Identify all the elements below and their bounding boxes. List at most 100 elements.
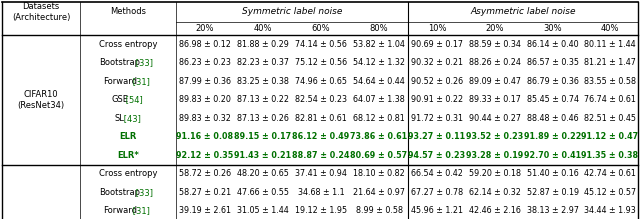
Text: 82.51 ± 0.45: 82.51 ± 0.45 — [584, 114, 636, 123]
Text: 89.83 ± 0.20: 89.83 ± 0.20 — [179, 95, 231, 104]
Text: 83.55 ± 0.58: 83.55 ± 0.58 — [584, 77, 636, 86]
Text: 34.44 ± 1.93: 34.44 ± 1.93 — [584, 206, 636, 215]
Text: CIFAR10
(ResNet34): CIFAR10 (ResNet34) — [17, 90, 65, 110]
Text: ELR*: ELR* — [117, 151, 139, 160]
Text: 67.27 ± 0.78: 67.27 ± 0.78 — [411, 188, 463, 197]
Text: 82.81 ± 0.61: 82.81 ± 0.61 — [295, 114, 347, 123]
Text: 51.40 ± 0.16: 51.40 ± 0.16 — [527, 169, 579, 178]
Text: [54]: [54] — [123, 95, 143, 104]
Text: Cross entropy: Cross entropy — [99, 169, 157, 178]
Text: [33]: [33] — [133, 58, 153, 67]
Text: 64.07 ± 1.38: 64.07 ± 1.38 — [353, 95, 405, 104]
Text: 73.86 ± 0.61: 73.86 ± 0.61 — [351, 132, 408, 141]
Text: 31.05 ± 1.44: 31.05 ± 1.44 — [237, 206, 289, 215]
Text: Cross entropy: Cross entropy — [99, 40, 157, 49]
Text: 86.79 ± 0.36: 86.79 ± 0.36 — [527, 77, 579, 86]
Text: 76.74 ± 0.61: 76.74 ± 0.61 — [584, 95, 636, 104]
Text: 90.91 ± 0.22: 90.91 ± 0.22 — [411, 95, 463, 104]
Text: 88.26 ± 0.24: 88.26 ± 0.24 — [469, 58, 521, 67]
Text: 45.12 ± 0.57: 45.12 ± 0.57 — [584, 188, 636, 197]
Text: 86.23 ± 0.23: 86.23 ± 0.23 — [179, 58, 231, 67]
Text: 88.48 ± 0.46: 88.48 ± 0.46 — [527, 114, 579, 123]
Text: 42.74 ± 0.61: 42.74 ± 0.61 — [584, 169, 636, 178]
Text: 54.12 ± 1.32: 54.12 ± 1.32 — [353, 58, 405, 67]
Text: 20%: 20% — [486, 24, 504, 33]
Text: 93.28 ± 0.19: 93.28 ± 0.19 — [467, 151, 524, 160]
Text: 52.87 ± 0.19: 52.87 ± 0.19 — [527, 188, 579, 197]
Text: [43]: [43] — [122, 114, 141, 123]
Text: 68.12 ± 0.81: 68.12 ± 0.81 — [353, 114, 405, 123]
Text: 91.43 ± 0.21: 91.43 ± 0.21 — [234, 151, 292, 160]
Text: 37.41 ± 0.94: 37.41 ± 0.94 — [295, 169, 347, 178]
Text: 60%: 60% — [312, 24, 330, 33]
Text: 90.52 ± 0.26: 90.52 ± 0.26 — [411, 77, 463, 86]
Text: 62.14 ± 0.32: 62.14 ± 0.32 — [469, 188, 521, 197]
Text: 92.70 ± 0.41: 92.70 ± 0.41 — [524, 151, 582, 160]
Text: 91.72 ± 0.31: 91.72 ± 0.31 — [411, 114, 463, 123]
Text: 59.20 ± 0.18: 59.20 ± 0.18 — [469, 169, 521, 178]
Text: 87.13 ± 0.26: 87.13 ± 0.26 — [237, 114, 289, 123]
Text: 47.66 ± 0.55: 47.66 ± 0.55 — [237, 188, 289, 197]
Text: 89.09 ± 0.47: 89.09 ± 0.47 — [469, 77, 521, 86]
Text: 40%: 40% — [253, 24, 272, 33]
Text: SL: SL — [115, 114, 125, 123]
Text: 45.96 ± 1.21: 45.96 ± 1.21 — [411, 206, 463, 215]
Text: 54.64 ± 0.44: 54.64 ± 0.44 — [353, 77, 405, 86]
Text: 88.59 ± 0.34: 88.59 ± 0.34 — [469, 40, 521, 49]
Text: 34.68 ± 1.1: 34.68 ± 1.1 — [298, 188, 344, 197]
Text: Forward: Forward — [103, 206, 137, 215]
Text: 80.11 ± 1.44: 80.11 ± 1.44 — [584, 40, 636, 49]
Text: 85.45 ± 0.74: 85.45 ± 0.74 — [527, 95, 579, 104]
Text: Bootstrap: Bootstrap — [99, 188, 140, 197]
Text: 38.13 ± 2.97: 38.13 ± 2.97 — [527, 206, 579, 215]
Text: 53.82 ± 1.04: 53.82 ± 1.04 — [353, 40, 405, 49]
Text: [31]: [31] — [130, 77, 150, 86]
Text: 74.96 ± 0.65: 74.96 ± 0.65 — [295, 77, 347, 86]
Text: 89.15 ± 0.17: 89.15 ± 0.17 — [234, 132, 292, 141]
Text: 82.54 ± 0.23: 82.54 ± 0.23 — [295, 95, 347, 104]
Text: 40%: 40% — [601, 24, 620, 33]
Text: 80.69 ± 0.57: 80.69 ± 0.57 — [351, 151, 408, 160]
Text: 83.25 ± 0.38: 83.25 ± 0.38 — [237, 77, 289, 86]
Text: 86.12 ± 0.49: 86.12 ± 0.49 — [292, 132, 349, 141]
Text: 74.14 ± 0.56: 74.14 ± 0.56 — [295, 40, 347, 49]
Text: 88.87 ± 0.24: 88.87 ± 0.24 — [292, 151, 349, 160]
Text: Asymmetric label noise: Asymmetric label noise — [470, 7, 576, 16]
Text: 48.20 ± 0.65: 48.20 ± 0.65 — [237, 169, 289, 178]
Text: 82.23 ± 0.37: 82.23 ± 0.37 — [237, 58, 289, 67]
Text: 19.12 ± 1.95: 19.12 ± 1.95 — [295, 206, 347, 215]
Text: 94.57 ± 0.23: 94.57 ± 0.23 — [408, 151, 465, 160]
Text: ELR: ELR — [119, 132, 137, 141]
Text: 39.19 ± 2.61: 39.19 ± 2.61 — [179, 206, 231, 215]
Text: Forward: Forward — [103, 77, 137, 86]
Text: 91.89 ± 0.22: 91.89 ± 0.22 — [524, 132, 582, 141]
Text: 87.13 ± 0.22: 87.13 ± 0.22 — [237, 95, 289, 104]
Text: 66.54 ± 0.42: 66.54 ± 0.42 — [411, 169, 463, 178]
Text: 30%: 30% — [544, 24, 563, 33]
Text: 58.27 ± 0.21: 58.27 ± 0.21 — [179, 188, 231, 197]
Text: Bootstrap: Bootstrap — [99, 58, 140, 67]
Text: 89.83 ± 0.32: 89.83 ± 0.32 — [179, 114, 231, 123]
Text: 89.33 ± 0.17: 89.33 ± 0.17 — [469, 95, 521, 104]
Text: 81.21 ± 1.47: 81.21 ± 1.47 — [584, 58, 636, 67]
Text: 86.98 ± 0.12: 86.98 ± 0.12 — [179, 40, 231, 49]
Text: 42.46 ± 2.16: 42.46 ± 2.16 — [469, 206, 521, 215]
Text: Methods: Methods — [110, 7, 146, 16]
Text: 18.10 ± 0.82: 18.10 ± 0.82 — [353, 169, 405, 178]
Text: 90.69 ± 0.17: 90.69 ± 0.17 — [411, 40, 463, 49]
Text: 8.99 ± 0.58: 8.99 ± 0.58 — [355, 206, 403, 215]
Text: 81.88 ± 0.29: 81.88 ± 0.29 — [237, 40, 289, 49]
Text: 91.16 ± 0.08: 91.16 ± 0.08 — [177, 132, 234, 141]
Text: 87.99 ± 0.36: 87.99 ± 0.36 — [179, 77, 231, 86]
Text: 91.35 ± 0.38: 91.35 ± 0.38 — [581, 151, 639, 160]
Text: 90.32 ± 0.21: 90.32 ± 0.21 — [411, 58, 463, 67]
Text: 20%: 20% — [196, 24, 214, 33]
Text: 10%: 10% — [428, 24, 446, 33]
Text: Symmetric label noise: Symmetric label noise — [242, 7, 342, 16]
Text: 90.44 ± 0.27: 90.44 ± 0.27 — [469, 114, 521, 123]
Text: GSE: GSE — [111, 95, 128, 104]
Text: 86.14 ± 0.40: 86.14 ± 0.40 — [527, 40, 579, 49]
Text: 93.27 ± 0.11: 93.27 ± 0.11 — [408, 132, 465, 141]
Text: 93.52 ± 0.23: 93.52 ± 0.23 — [467, 132, 524, 141]
Text: 86.57 ± 0.35: 86.57 ± 0.35 — [527, 58, 579, 67]
